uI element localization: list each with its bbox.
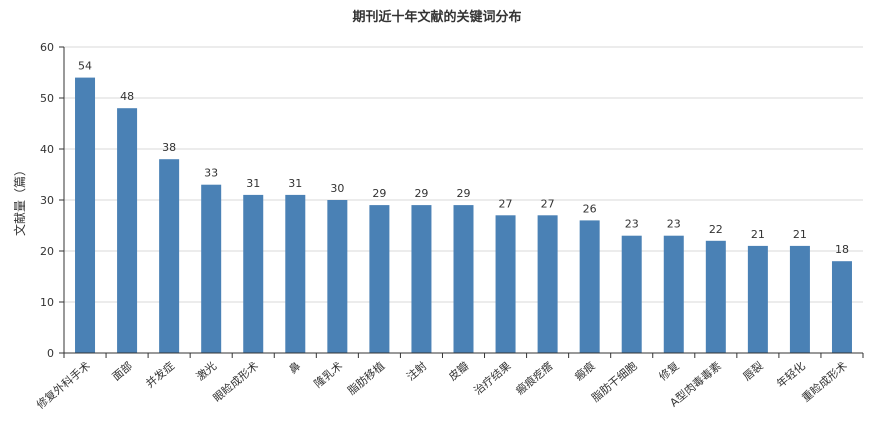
y-tick-label: 60 — [40, 41, 54, 54]
x-tick-label: 年轻化 — [774, 359, 808, 391]
bar-value-label: 22 — [709, 223, 723, 236]
bar — [159, 159, 180, 353]
bar — [453, 205, 474, 353]
bar-value-label: 18 — [835, 243, 849, 256]
bar — [75, 77, 96, 353]
bar-value-label: 48 — [120, 90, 134, 103]
y-tick-label: 30 — [40, 194, 54, 207]
x-tick-label: 皮瓣 — [446, 359, 472, 384]
bar-value-label: 38 — [162, 141, 176, 154]
bar-value-label: 30 — [330, 182, 344, 195]
bar — [621, 235, 642, 353]
bar-value-label: 31 — [246, 177, 260, 190]
bars — [75, 77, 852, 353]
bar-value-label: 31 — [288, 177, 302, 190]
x-tick-label: 瘢痕疙瘩 — [513, 359, 556, 398]
y-tick-label: 0 — [47, 347, 54, 360]
y-tick-label: 20 — [40, 245, 54, 258]
y-axis-label: 文献量（篇） — [12, 164, 27, 236]
x-tick-label: 治疗结果 — [471, 359, 514, 398]
y-tick-label: 10 — [40, 296, 54, 309]
bar-value-label: 23 — [667, 218, 681, 231]
bar-value-label: 27 — [499, 197, 513, 210]
x-tick-label: 隆乳术 — [311, 359, 345, 391]
bar — [411, 205, 432, 353]
x-tick-label: 面部 — [109, 359, 135, 384]
bar — [201, 184, 222, 353]
chart-title: 期刊近十年文献的关键词分布 — [352, 9, 521, 25]
bar-value-label: 23 — [625, 218, 639, 231]
y-axis-ticks: 0 10 20 30 40 50 60 — [40, 41, 64, 360]
bar — [789, 245, 810, 353]
gridlines — [64, 46, 863, 303]
bar — [747, 245, 768, 353]
x-tick-label: 重睑成形术 — [799, 359, 850, 405]
bar — [495, 215, 516, 353]
bar — [243, 194, 264, 353]
bar — [117, 108, 138, 353]
x-tick-label: 脂肪干细胞 — [589, 359, 640, 405]
x-axis-labels: 修复外科手术 面部 并发症 激光眼睑成形术 鼻隆乳术 脂肪移植 注射 皮瓣 治疗结果 瘢痕疙瘩 瘢痕… — [33, 353, 864, 412]
bar — [369, 205, 390, 353]
bar-value-label: 29 — [372, 187, 386, 200]
bar-value-label: 33 — [204, 167, 218, 180]
x-tick-label: 修复外科手术 — [33, 359, 93, 412]
x-tick-label: 修复 — [656, 359, 682, 384]
bar-value-label: 29 — [414, 187, 428, 200]
bar — [663, 235, 684, 353]
bar — [705, 240, 726, 353]
x-tick-label: 唇裂 — [741, 359, 766, 383]
x-tick-label: 脂肪移植 — [345, 359, 388, 398]
bar-value-label: 21 — [751, 228, 765, 241]
bar — [579, 220, 600, 353]
bar — [327, 200, 348, 353]
x-tick-label: 激光 — [193, 359, 219, 384]
bar — [537, 215, 558, 353]
y-tick-label: 40 — [40, 143, 54, 156]
value-labels: 54 48 38 33 31 31 30 29 29 29 27 27 26 23 23 22 21 21 18 — [78, 60, 849, 257]
axes — [63, 47, 863, 354]
y-tick-label: 50 — [40, 92, 54, 105]
bar-value-label: 54 — [78, 60, 92, 73]
bar-value-label: 26 — [583, 202, 597, 215]
bar-value-label: 21 — [793, 228, 807, 241]
x-tick-label: 并发症 — [143, 359, 177, 391]
bar — [285, 194, 306, 353]
bar-value-label: 29 — [457, 187, 471, 200]
x-tick-label: 眼睑成形术 — [211, 359, 261, 404]
x-tick-label: 瘢痕 — [572, 359, 598, 384]
bar-value-label: 27 — [541, 197, 555, 210]
x-tick-label: 鼻 — [286, 359, 303, 377]
bar — [831, 261, 852, 353]
x-tick-label: 注射 — [404, 359, 430, 384]
